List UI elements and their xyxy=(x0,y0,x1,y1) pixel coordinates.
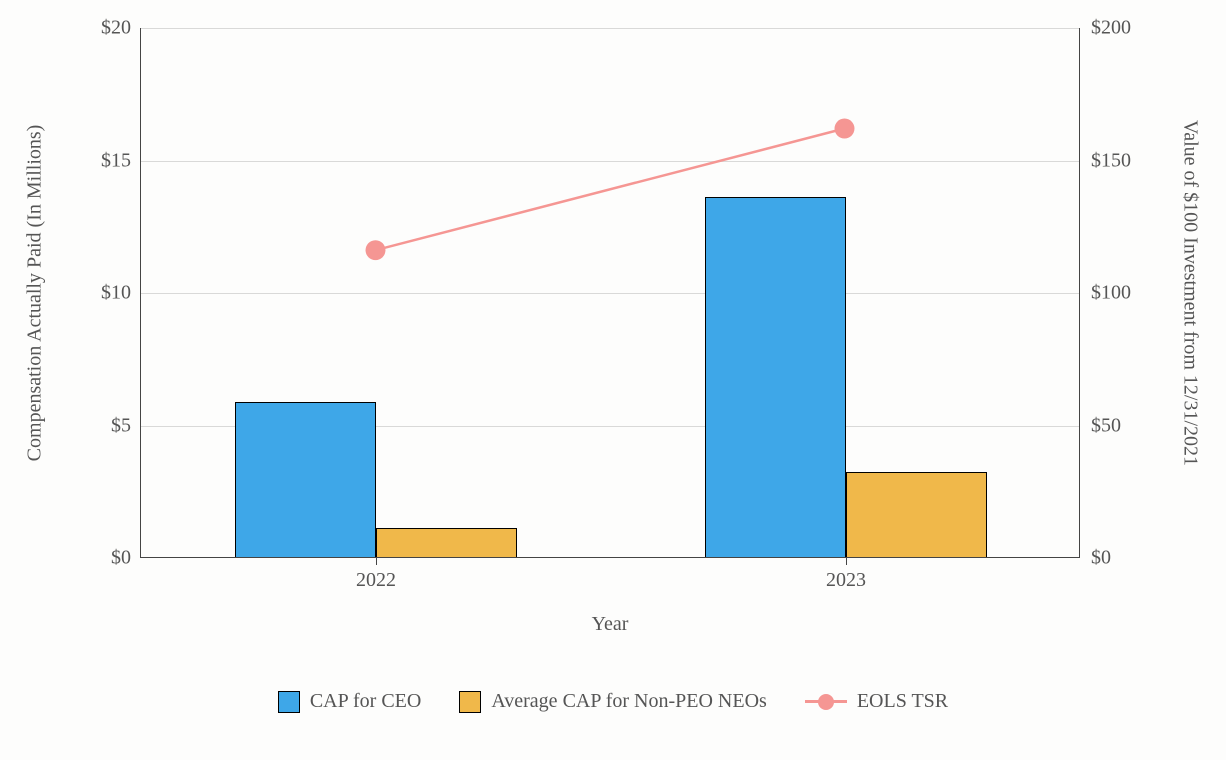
legend-item: EOLS TSR xyxy=(805,690,948,713)
bar-neo xyxy=(846,472,987,557)
y-right-tick-label: $200 xyxy=(1081,17,1131,40)
y-left-tick-label: $15 xyxy=(101,149,141,172)
legend-item: CAP for CEO xyxy=(278,690,421,713)
x-axis-title: Year xyxy=(592,613,629,636)
legend-label: Average CAP for Non-PEO NEOs xyxy=(491,690,767,713)
chart-container: $0$5$10$15$20$0$50$100$150$20020222023 C… xyxy=(0,0,1226,760)
legend-item: Average CAP for Non-PEO NEOs xyxy=(459,690,767,713)
legend: CAP for CEO Average CAP for Non-PEO NEOs E… xyxy=(0,690,1226,713)
y-left-tick-label: $0 xyxy=(111,547,141,570)
bar-ceo xyxy=(705,197,846,557)
grid-line xyxy=(141,293,1079,294)
x-tick xyxy=(376,557,377,565)
y-right-tick-label: $150 xyxy=(1081,149,1131,172)
x-tick-label: 2023 xyxy=(826,569,866,592)
legend-label: EOLS TSR xyxy=(857,690,948,713)
y-left-tick-label: $20 xyxy=(101,17,141,40)
y-left-tick-label: $10 xyxy=(101,282,141,305)
y-left-tick-label: $5 xyxy=(111,414,141,437)
y-left-axis-title: Compensation Actually Paid (In Millions) xyxy=(24,125,47,462)
legend-label: CAP for CEO xyxy=(310,690,421,713)
x-tick-label: 2022 xyxy=(356,569,396,592)
legend-line-icon xyxy=(805,700,847,703)
line-marker xyxy=(835,119,855,139)
bar-ceo xyxy=(235,402,376,557)
grid-line xyxy=(141,28,1079,29)
bar-neo xyxy=(376,528,517,557)
y-right-tick-label: $0 xyxy=(1081,547,1111,570)
legend-swatch xyxy=(278,691,300,713)
y-right-tick-label: $100 xyxy=(1081,282,1131,305)
y-right-tick-label: $50 xyxy=(1081,414,1121,437)
legend-dot-icon xyxy=(818,694,834,710)
line-marker xyxy=(366,240,386,260)
legend-swatch xyxy=(459,691,481,713)
plot-area: $0$5$10$15$20$0$50$100$150$20020222023 xyxy=(140,28,1080,558)
grid-line xyxy=(141,161,1079,162)
x-tick xyxy=(846,557,847,565)
y-right-axis-title: Value of $100 Investment from 12/31/2021 xyxy=(1179,120,1202,466)
